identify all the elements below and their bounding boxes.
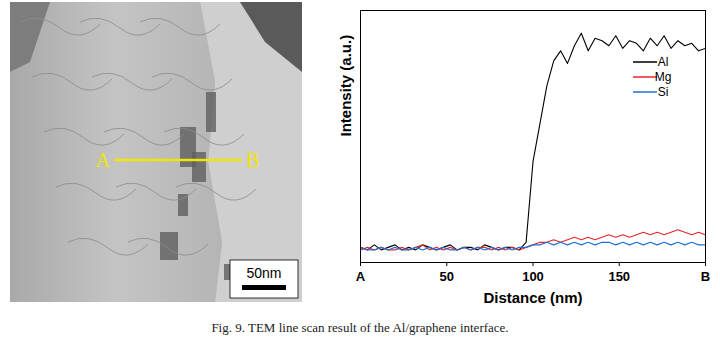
svg-text:Mg: Mg <box>655 70 672 84</box>
svg-text:Al: Al <box>658 55 669 69</box>
svg-text:B: B <box>701 269 710 284</box>
svg-text:Intensity (a.u.): Intensity (a.u.) <box>337 35 354 137</box>
svg-text:Si: Si <box>658 85 669 99</box>
svg-text:50: 50 <box>440 269 454 284</box>
svg-text:100: 100 <box>522 269 544 284</box>
html-text:Fig. 9. TEM line scan result o: Fig. 9. TEM line scan result of the Al/g… <box>211 320 509 335</box>
svg-text:A: A <box>356 269 366 284</box>
svg-text:Distance (nm): Distance (nm) <box>483 289 582 306</box>
svg-text:150: 150 <box>608 269 630 284</box>
svg-text:50nm: 50nm <box>246 265 281 281</box>
svg-text:A: A <box>96 149 111 171</box>
svg-text:B: B <box>246 149 259 171</box>
